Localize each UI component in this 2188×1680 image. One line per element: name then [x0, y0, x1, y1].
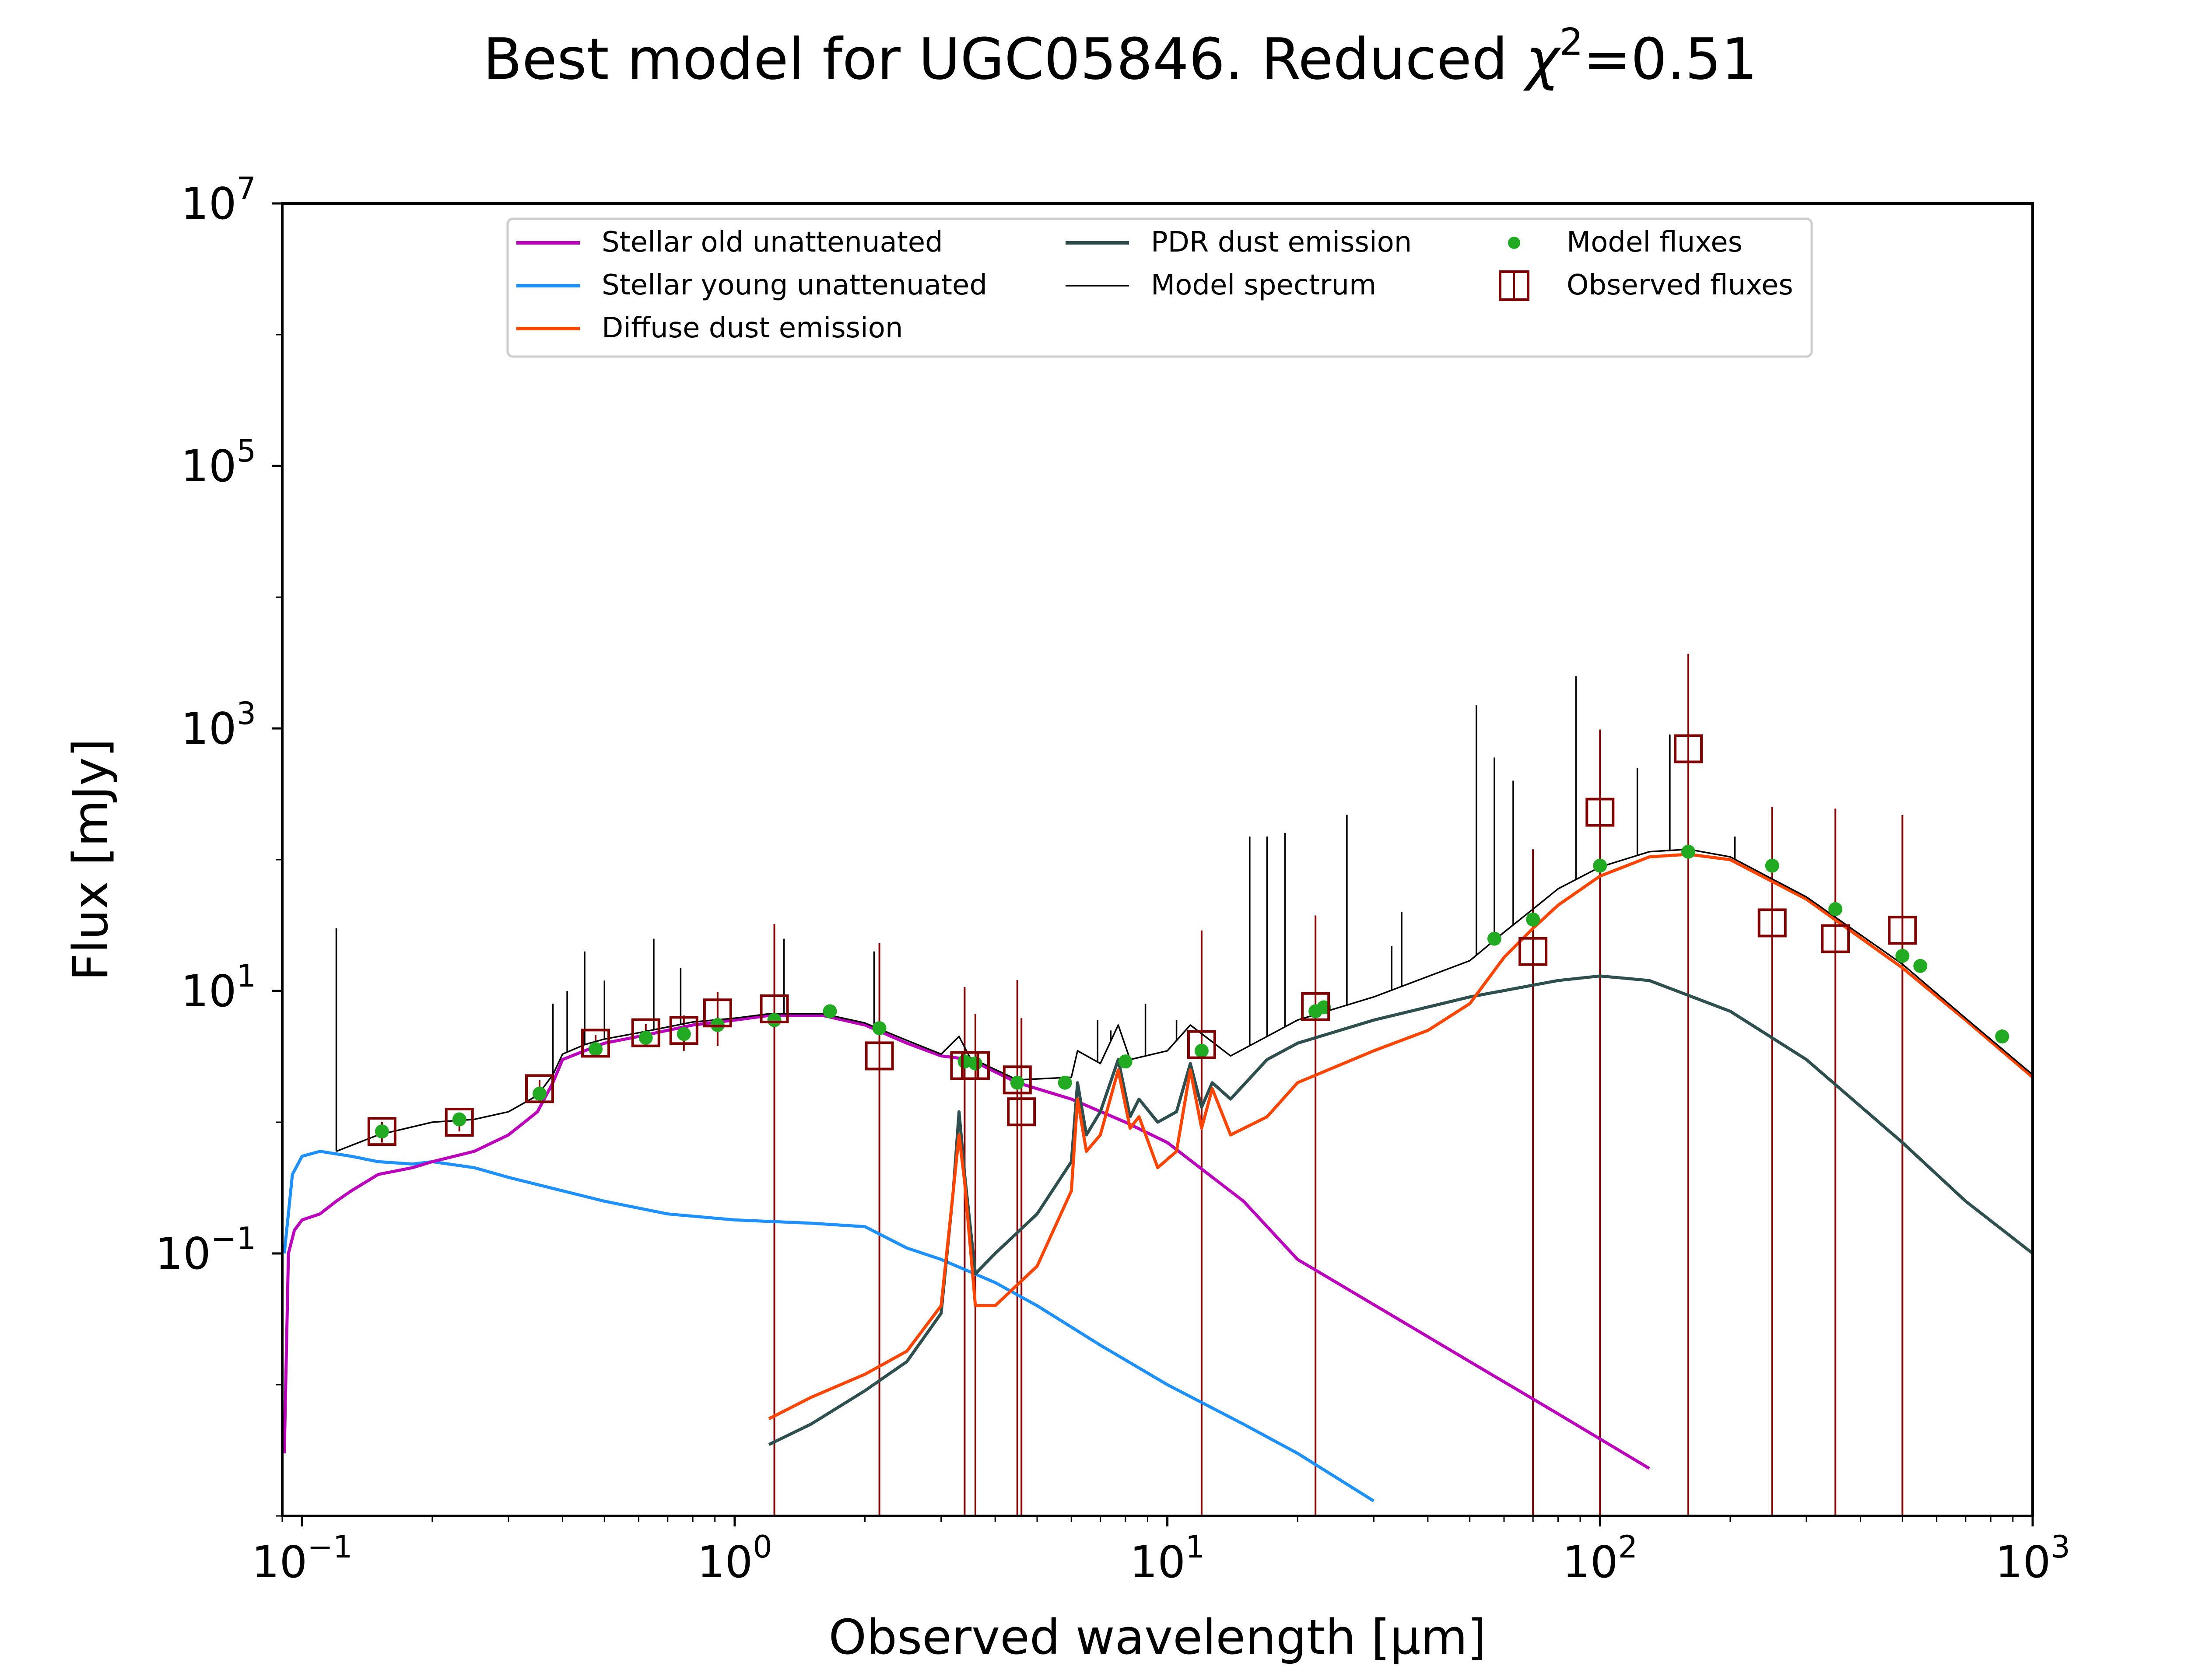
- series-line-old: [283, 1014, 1650, 1470]
- model-flux-point-14: [1118, 1054, 1133, 1069]
- legend-label-old: Stellar old unattenuated: [602, 226, 943, 259]
- observed-flux-point-18: [1757, 908, 1787, 938]
- legend-label-pdr: PDR dust emission: [1151, 226, 1412, 259]
- model-flux-point-25: [1913, 959, 1928, 973]
- y-tick-label-0: 10−1: [155, 1221, 256, 1279]
- model-flux-point-13: [1058, 1075, 1072, 1090]
- model-flux-point-3: [589, 1042, 603, 1057]
- model-flux-point-4: [638, 1030, 653, 1045]
- legend-label-model: Model spectrum: [1151, 269, 1376, 301]
- model-flux-point-22: [1765, 858, 1779, 873]
- y-tick-label-2: 103: [181, 696, 256, 754]
- y-axis-label: Flux [mJy]: [63, 738, 119, 981]
- observed-flux-point-2: [525, 1074, 554, 1103]
- model-flux-point-26: [1995, 1029, 2009, 1044]
- legend-label-young: Stellar young unattenuated: [602, 269, 987, 301]
- model-flux-point-24: [1895, 948, 1910, 963]
- model-flux-point-20: [1593, 858, 1607, 873]
- x-tick-label-3: 102: [1562, 1529, 1637, 1588]
- x-tick-label-2: 101: [1130, 1529, 1205, 1588]
- y-tick-label-3: 105: [181, 433, 256, 492]
- model-flux-point-15: [1194, 1043, 1209, 1058]
- observed-flux-point-16: [1585, 798, 1615, 827]
- observed-flux-point-12: [1007, 1097, 1036, 1127]
- legend: Stellar old unattenuated Stellar young u…: [506, 217, 1813, 358]
- model-flux-point-8: [823, 1004, 837, 1018]
- series-line-model: [336, 848, 2033, 1152]
- model-flux-point-18: [1487, 931, 1501, 946]
- legend-label-diffuse: Diffuse dust emission: [602, 312, 903, 344]
- observed-flux-point-7: [760, 994, 789, 1024]
- observed-flux-point-1: [445, 1108, 474, 1137]
- observed-flux-point-11: [1003, 1065, 1032, 1095]
- observed-flux-point-3: [581, 1029, 610, 1058]
- model-flux-point-9: [872, 1021, 887, 1036]
- model-flux-point-19: [1526, 912, 1540, 927]
- model-flux-point-0: [375, 1124, 389, 1139]
- x-tick-label-0: 10−1: [252, 1529, 352, 1588]
- observed-flux-point-4: [631, 1018, 660, 1047]
- observed-flux-point-10: [961, 1051, 990, 1080]
- observed-flux-point-19: [1821, 924, 1850, 953]
- model-flux-point-23: [1828, 902, 1843, 917]
- series-line-young: [283, 1150, 1375, 1502]
- legend-label-model-fluxes: Model fluxes: [1567, 226, 1743, 259]
- model-flux-point-5: [677, 1027, 691, 1041]
- model-flux-point-1: [452, 1112, 466, 1127]
- observed-flux-point-13: [1187, 1030, 1216, 1059]
- legend-box: [506, 217, 1813, 358]
- observed-flux-point-5: [669, 1016, 698, 1045]
- x-tick-label-4: 103: [1995, 1529, 2070, 1588]
- model-flux-point-12: [1010, 1075, 1024, 1090]
- x-tick-label-1: 100: [697, 1529, 772, 1588]
- model-flux-point-2: [533, 1086, 547, 1101]
- observed-flux-point-15: [1518, 937, 1548, 966]
- observed-flux-point-14: [1301, 992, 1330, 1021]
- model-flux-point-11: [968, 1056, 982, 1071]
- model-flux-point-21: [1681, 844, 1696, 859]
- model-flux-point-7: [767, 1013, 782, 1027]
- chart-title: Best model for UGC05846. Reduced χ2=0.51: [483, 21, 1757, 92]
- observed-flux-point-8: [865, 1041, 894, 1071]
- x-axis-label: Observed wavelength [μm]: [829, 1609, 1487, 1665]
- observed-flux-point-6: [703, 998, 732, 1028]
- y-tick-label-1: 101: [181, 958, 256, 1017]
- axis-ticks: 10−1 100 101 102 103 10−1 101 103 105 107: [155, 171, 2070, 1588]
- series-line-diffuse: [768, 853, 2033, 1421]
- series-line-pdr: [768, 974, 2033, 1446]
- y-tick-label-4: 107: [181, 171, 256, 229]
- legend-swatch-model-fluxes: [1508, 237, 1520, 249]
- observed-flux-point-20: [1888, 916, 1917, 945]
- observed-flux-point-0: [367, 1117, 396, 1146]
- observed-flux-point-17: [1674, 734, 1703, 763]
- legend-label-observed: Observed fluxes: [1567, 269, 1793, 301]
